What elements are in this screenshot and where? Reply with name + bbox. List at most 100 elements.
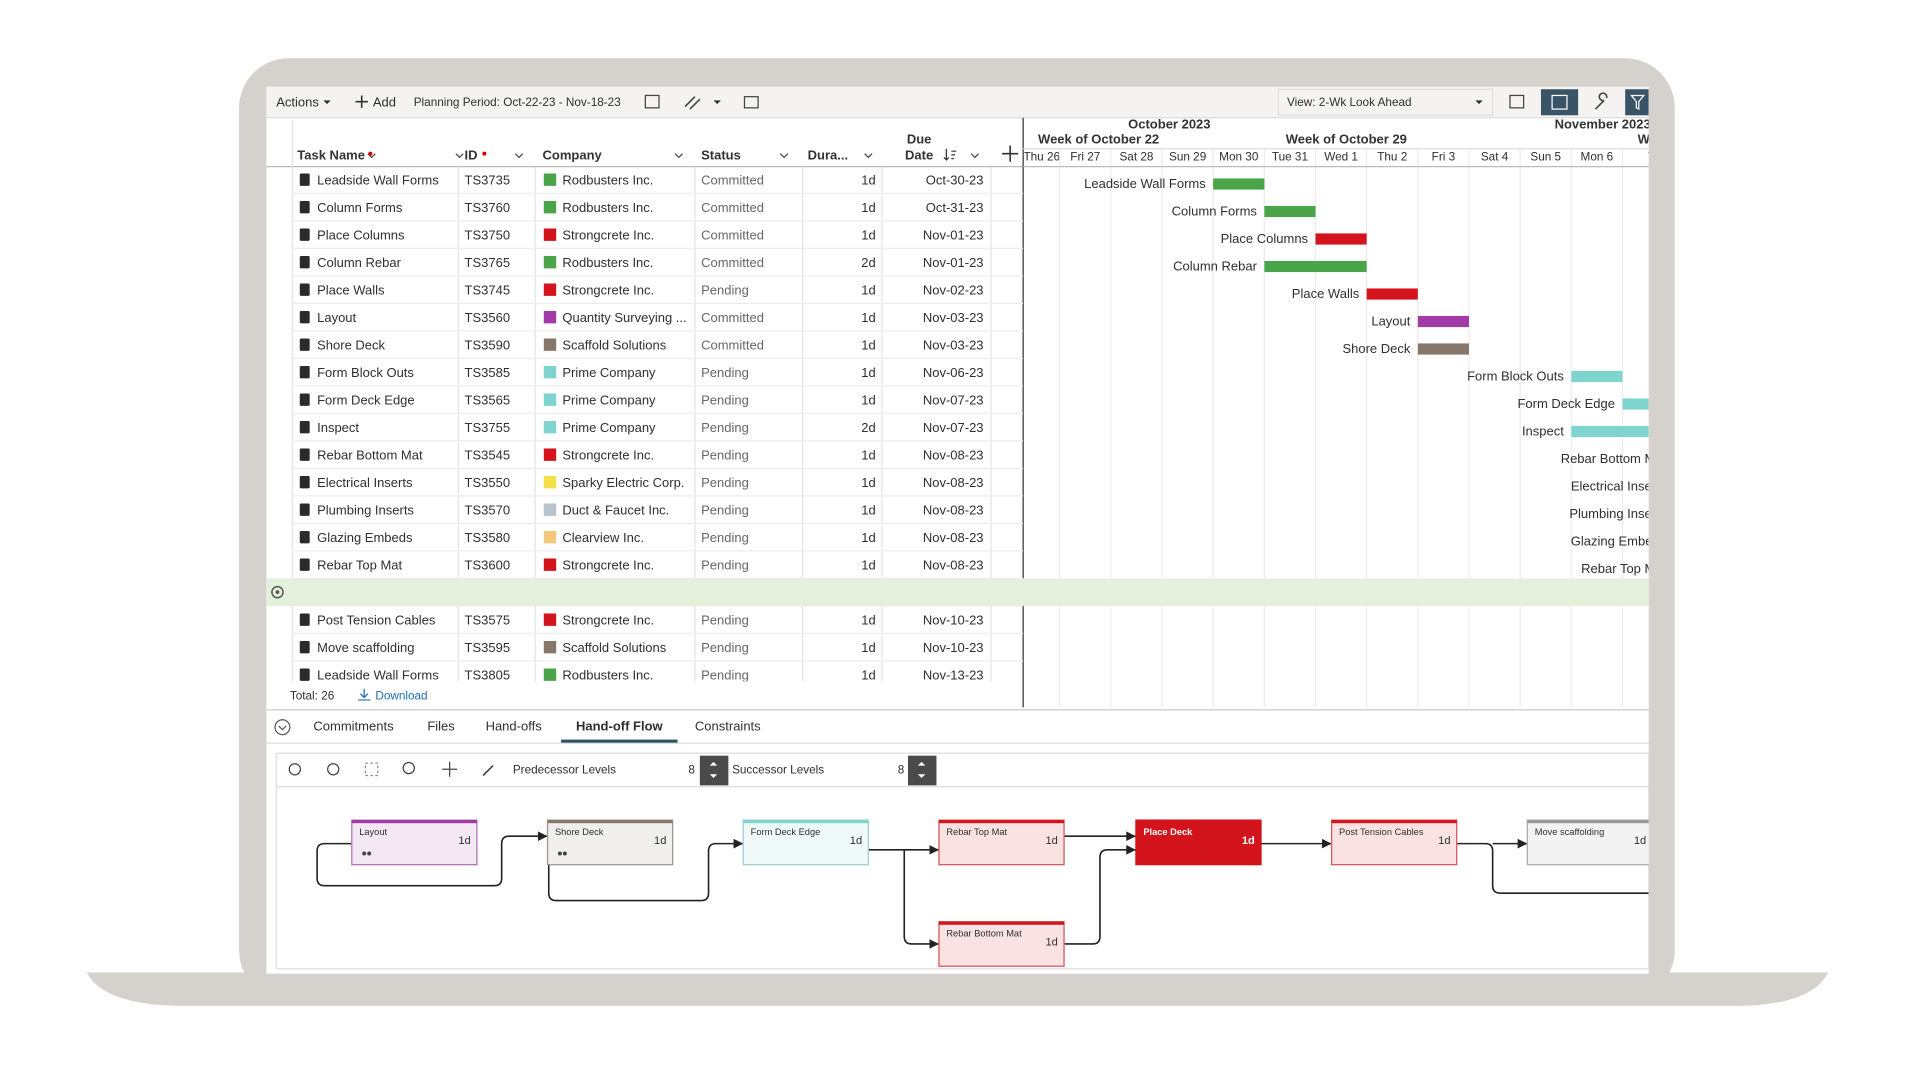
- status: Committed: [701, 227, 764, 242]
- plus-icon: [355, 95, 368, 108]
- table-row[interactable]: Place Columns TS3750 Strongcrete Inc. Commi…: [292, 227, 1024, 250]
- edge: [547, 838, 744, 902]
- column-header[interactable]: Date: [905, 148, 933, 163]
- flow-node[interactable]: Layout 1d: [351, 819, 478, 866]
- actions-button[interactable]: Actions: [276, 94, 331, 109]
- status: Pending: [701, 612, 749, 627]
- task-id: TS3595: [465, 640, 511, 655]
- link-icon[interactable]: [684, 96, 701, 110]
- add-button[interactable]: Add: [355, 94, 396, 109]
- wrench-icon[interactable]: [1594, 92, 1608, 110]
- tab[interactable]: Hand-offs: [486, 719, 543, 734]
- gantt-bar[interactable]: [1417, 343, 1469, 355]
- gantt-bar[interactable]: [1264, 260, 1367, 273]
- zoom-in[interactable]: [288, 763, 302, 776]
- tab[interactable]: Files: [427, 719, 455, 734]
- gantt-bar[interactable]: [1417, 315, 1469, 328]
- table-row[interactable]: Move scaffolding TS3595 Scaffold Solutions…: [292, 640, 1024, 662]
- row-settings-icon[interactable]: [271, 585, 284, 599]
- successor-spinner[interactable]: [907, 755, 937, 786]
- gantt-bar[interactable]: [1725, 591, 1776, 602]
- column-header[interactable]: Company: [543, 148, 603, 163]
- tab[interactable]: Commitments: [313, 719, 394, 734]
- table-row[interactable]: Column Forms TS3760 Rodbusters Inc. Committ…: [292, 200, 1024, 222]
- gantt-bar[interactable]: [1674, 563, 1725, 574]
- gantt-bar[interactable]: [1674, 453, 1725, 464]
- gantt-bar-label: Rebar Bottom Mat: [1561, 451, 1667, 466]
- link-icon[interactable]: [482, 765, 494, 777]
- collapse-icon[interactable]: [274, 719, 291, 736]
- flow-node[interactable]: Post Tension Cables 1d: [1330, 819, 1458, 866]
- flow-node[interactable]: Rebar Top Mat 1d: [938, 819, 1065, 866]
- gantt-bar[interactable]: [1315, 233, 1367, 245]
- caret: [323, 100, 331, 105]
- table-row[interactable]: Shore Deck TS3590 Scaffold Solutions Commit…: [292, 337, 1024, 360]
- day-label: Tue 31: [1272, 150, 1308, 163]
- tab[interactable]: Hand-off Flow: [576, 719, 664, 734]
- table-row[interactable]: Leadside Wall Forms TS3805 Rodbusters Inc.…: [292, 667, 1023, 688]
- gantt-toggle[interactable]: [1540, 89, 1579, 116]
- table-row[interactable]: Form Deck Edge TS3565 Prime Company Pending…: [292, 392, 1024, 415]
- flow-node[interactable]: Place Deck 1d: [1135, 819, 1262, 866]
- task-name: Rebar Bottom Mat: [317, 447, 423, 462]
- flow-edges: [316, 831, 1649, 949]
- column-menu[interactable]: [674, 153, 683, 159]
- column-menu[interactable]: [864, 153, 873, 159]
- add-column-icon[interactable]: [1002, 145, 1019, 162]
- fit-icon[interactable]: [364, 762, 379, 777]
- table-row[interactable]: Glazing Embeds TS3580 Clearview Inc. Pendin…: [292, 530, 1024, 552]
- predecessor-spinner[interactable]: [699, 755, 729, 786]
- flow-node[interactable]: Form Deck Edge 1d: [742, 819, 869, 866]
- table-row[interactable]: Inspect TS3755 Prime Company Pending 2d Nov-0…: [292, 420, 1024, 442]
- flow-node[interactable]: Shore Deck 1d: [546, 819, 674, 866]
- column-menu[interactable]: [779, 153, 789, 159]
- calendar-icon[interactable]: [644, 94, 660, 109]
- gantt-bar[interactable]: [1213, 178, 1265, 190]
- table-row[interactable]: Place Walls TS3745 Strongcrete Inc. Pending…: [292, 282, 1024, 305]
- view-select[interactable]: [1277, 88, 1494, 116]
- table-row[interactable]: Leadside Wall Forms TS3735 Rodbusters Inc.…: [292, 172, 1024, 195]
- gantt-bar[interactable]: [1571, 370, 1623, 383]
- task-icon: [299, 255, 310, 269]
- column-menu[interactable]: [970, 153, 980, 159]
- column-header[interactable]: Dura...: [808, 148, 848, 163]
- column-menu[interactable]: [514, 153, 524, 159]
- table-row[interactable]: Layout TS3560 Quantity Surveying ... Commit…: [292, 310, 1024, 332]
- node-duration: 1d: [1634, 835, 1646, 847]
- column-header[interactable]: ID: [465, 148, 478, 163]
- gantt-bar[interactable]: [1674, 536, 1725, 547]
- gantt-bar[interactable]: [1776, 646, 1827, 657]
- table-row[interactable]: Rebar Bottom Mat TS3545 Strongcrete Inc. Pe…: [292, 447, 1024, 470]
- print-icon[interactable]: [743, 96, 759, 109]
- table-row[interactable]: Form Block Outs TS3585 Prime Company Pendin…: [292, 365, 1024, 387]
- column-header[interactable]: Task Name: [297, 148, 365, 163]
- company-swatch: [543, 420, 557, 434]
- column-header[interactable]: Due: [907, 131, 932, 146]
- tab[interactable]: Constraints: [695, 719, 761, 734]
- table-row[interactable]: Plumbing Inserts TS3570 Duct & Faucet Inc.…: [292, 502, 1024, 525]
- gantt-bar[interactable]: [1674, 508, 1725, 519]
- gantt-bar[interactable]: [1264, 205, 1316, 218]
- table-row[interactable]: Column Rebar TS3765 Rodbusters Inc. Committ…: [292, 255, 1024, 277]
- flow-node[interactable]: Move scaffolding 1d: [1526, 819, 1652, 866]
- table-row[interactable]: Rebar Top Mat TS3600 Strongcrete Inc. Pendi…: [292, 557, 1024, 580]
- table-icon[interactable]: [1509, 94, 1525, 109]
- sort-icon[interactable]: [943, 148, 957, 161]
- download-link[interactable]: Download: [357, 688, 428, 703]
- pan-icon[interactable]: [442, 761, 458, 777]
- table-row[interactable]: Electrical Inserts TS3550 Sparky Electric …: [292, 475, 1024, 497]
- gantt-bar[interactable]: [1622, 398, 1673, 410]
- column-menu[interactable]: [455, 153, 464, 159]
- table-row[interactable]: Post Tension Cables TS3575 Strongcrete Inc…: [292, 612, 1024, 635]
- gantt-bar[interactable]: [1571, 425, 1673, 438]
- column-header[interactable]: Status: [701, 148, 741, 163]
- gantt-bar[interactable]: [1366, 288, 1418, 300]
- duration: 1d: [861, 200, 875, 215]
- node-top-bar: [938, 820, 1065, 824]
- required-dot: [482, 151, 487, 156]
- gantt-bar[interactable]: [1674, 481, 1725, 492]
- flow-node[interactable]: Rebar Bottom Mat 1d: [938, 921, 1065, 967]
- zoom-out[interactable]: [327, 763, 340, 776]
- gantt-bar[interactable]: [1776, 618, 1827, 629]
- search-icon[interactable]: [402, 761, 415, 775]
